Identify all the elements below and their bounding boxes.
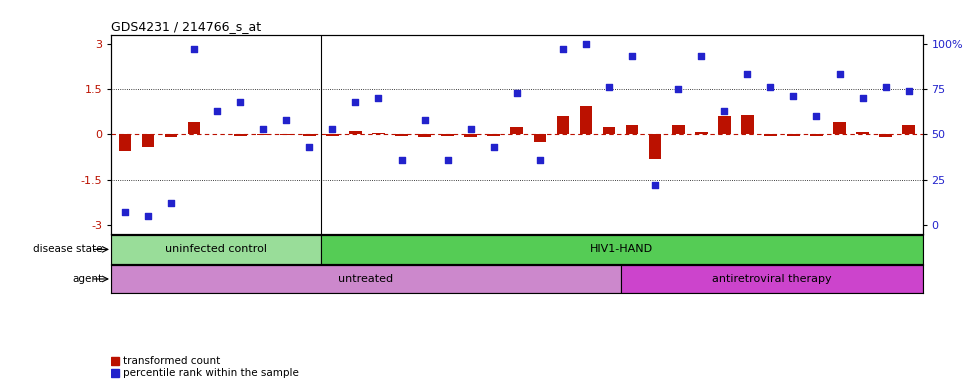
Point bbox=[186, 46, 202, 52]
Bar bbox=[902, 125, 915, 134]
Text: HIV1-HAND: HIV1-HAND bbox=[590, 244, 653, 255]
Point bbox=[509, 89, 525, 96]
Point bbox=[463, 126, 478, 132]
Point bbox=[210, 108, 225, 114]
Point bbox=[255, 126, 270, 132]
Bar bbox=[649, 134, 662, 159]
Point bbox=[624, 53, 639, 60]
Bar bbox=[119, 134, 131, 151]
Bar bbox=[303, 134, 316, 136]
Point bbox=[670, 86, 686, 92]
Point bbox=[440, 157, 455, 163]
Point bbox=[532, 157, 548, 163]
Bar bbox=[234, 134, 246, 136]
Text: GDS4231 / 214766_s_at: GDS4231 / 214766_s_at bbox=[111, 20, 261, 33]
Point bbox=[163, 200, 179, 207]
Bar bbox=[879, 134, 892, 137]
Bar bbox=[257, 134, 270, 135]
Bar bbox=[510, 127, 524, 134]
Point bbox=[140, 213, 156, 219]
Bar bbox=[488, 134, 500, 136]
Point bbox=[762, 84, 778, 90]
Point bbox=[278, 117, 294, 123]
Bar bbox=[787, 134, 800, 136]
Point bbox=[809, 113, 824, 119]
Bar bbox=[626, 125, 639, 134]
Bar bbox=[187, 122, 200, 134]
Bar bbox=[764, 134, 777, 136]
Text: untreated: untreated bbox=[338, 274, 393, 284]
Bar bbox=[810, 134, 823, 136]
Point bbox=[371, 95, 386, 101]
Bar bbox=[556, 116, 569, 134]
Bar bbox=[533, 134, 546, 142]
Bar bbox=[718, 116, 730, 134]
Point bbox=[486, 144, 501, 150]
Bar bbox=[834, 122, 846, 134]
Bar bbox=[671, 125, 685, 134]
Bar bbox=[441, 134, 454, 136]
Point bbox=[417, 117, 433, 123]
Bar bbox=[695, 132, 707, 134]
Bar bbox=[418, 134, 431, 137]
Text: disease state: disease state bbox=[34, 244, 103, 255]
Point bbox=[694, 53, 709, 60]
Bar bbox=[856, 132, 869, 134]
Point bbox=[579, 41, 594, 47]
Text: uninfected control: uninfected control bbox=[165, 244, 267, 255]
Bar bbox=[349, 131, 362, 134]
Text: percentile rank within the sample: percentile rank within the sample bbox=[123, 367, 298, 377]
Bar bbox=[327, 134, 339, 136]
Bar bbox=[603, 127, 615, 134]
Point bbox=[740, 71, 755, 78]
Point bbox=[647, 182, 663, 188]
Text: agent: agent bbox=[72, 274, 103, 284]
Point bbox=[233, 99, 248, 105]
Bar bbox=[111, 265, 620, 293]
Text: transformed count: transformed count bbox=[123, 356, 220, 366]
Bar bbox=[372, 133, 384, 134]
Bar bbox=[580, 106, 592, 134]
Bar bbox=[741, 115, 753, 134]
Bar bbox=[321, 235, 923, 264]
Point bbox=[555, 46, 571, 52]
Bar bbox=[142, 134, 155, 147]
Point bbox=[855, 95, 870, 101]
Point bbox=[878, 84, 894, 90]
Bar bbox=[465, 134, 477, 137]
Bar bbox=[395, 134, 408, 136]
Point bbox=[601, 84, 616, 90]
Text: antiretroviral therapy: antiretroviral therapy bbox=[712, 274, 832, 284]
Point bbox=[785, 93, 801, 99]
Bar bbox=[164, 134, 178, 137]
Point bbox=[717, 108, 732, 114]
Point bbox=[394, 157, 410, 163]
Bar bbox=[280, 134, 293, 135]
Point bbox=[348, 99, 363, 105]
Point bbox=[325, 126, 340, 132]
Point bbox=[832, 71, 847, 78]
Bar bbox=[620, 265, 923, 293]
Point bbox=[901, 88, 917, 94]
Point bbox=[117, 209, 132, 215]
Bar bbox=[111, 235, 321, 264]
Point bbox=[301, 144, 317, 150]
